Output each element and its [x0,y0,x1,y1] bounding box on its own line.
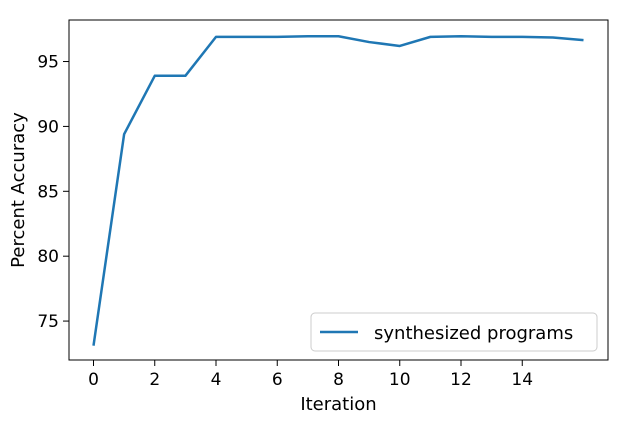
x-axis-label: Iteration [300,394,376,415]
tick-labels: 0 2 4 6 8 10 12 14 75 80 85 90 95 [37,53,533,390]
legend-box [310,312,598,352]
series-line-0 [92,34,584,346]
x-tick-label-10: 10 [389,370,411,390]
tick-marks [63,61,523,366]
y-tick-label-85: 85 [37,182,59,202]
y-tick-label-75: 75 [37,312,59,332]
x-tick-label-12: 12 [450,370,472,390]
x-tick-label-8: 8 [333,370,344,390]
x-tick-label-4: 4 [211,370,222,390]
y-axis-label: Percent Accuracy [8,112,29,268]
plot-frame [68,19,609,361]
y-tick-label-95: 95 [37,53,59,73]
x-tick-label-0: 0 [88,370,99,390]
y-tick-label-80: 80 [37,247,59,267]
y-tick-label-90: 90 [37,117,59,137]
x-tick-label-14: 14 [511,370,533,390]
legend-label-synthesized-programs: synthesized programs [374,323,573,344]
x-tick-label-2: 2 [149,370,160,390]
x-tick-label-6: 6 [272,370,283,390]
legend: synthesized programs [310,312,598,352]
series-lines [92,34,584,346]
